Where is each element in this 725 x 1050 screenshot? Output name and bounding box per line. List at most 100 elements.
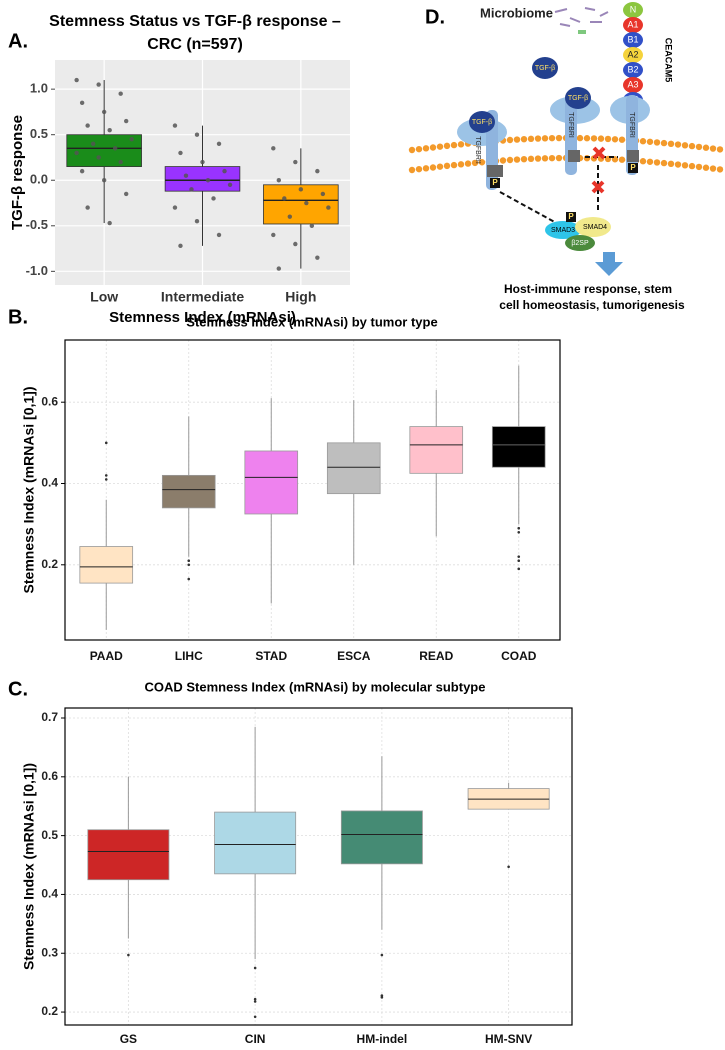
outlier <box>517 530 521 534</box>
lipid <box>457 161 465 168</box>
domain <box>623 47 643 63</box>
lipid <box>506 136 514 144</box>
box <box>79 546 134 584</box>
jitter-point <box>315 255 320 260</box>
phospho-label: P <box>568 212 574 221</box>
outlier <box>253 966 257 970</box>
lipid <box>688 142 696 150</box>
lipid <box>443 162 451 170</box>
lipid <box>667 160 675 168</box>
lipid <box>702 144 710 151</box>
y-tick-label: 0.7 <box>41 710 58 724</box>
x-tick-label: GS <box>120 1032 137 1046</box>
lipid <box>555 134 563 142</box>
outcome-arrow <box>595 252 623 276</box>
chart-title: COAD Stemness Index (mRNAsi) by molecula… <box>145 679 486 694</box>
panel-label: B. <box>8 306 28 328</box>
box <box>326 442 381 495</box>
lipid <box>422 165 430 172</box>
domain <box>623 77 643 93</box>
x-tick-label: HM-SNV <box>485 1032 532 1046</box>
outlier <box>517 555 521 558</box>
jitter-point <box>101 178 107 183</box>
jitter-point <box>194 219 200 224</box>
x-tick-label: High <box>285 289 316 305</box>
jitter-point <box>189 187 194 192</box>
lipid <box>590 135 598 142</box>
domain-label: A3 <box>627 79 638 89</box>
y-tick-label: -1.0 <box>26 263 48 278</box>
lipid <box>618 136 626 143</box>
lipid <box>716 146 724 153</box>
y-tick-label: 0.6 <box>41 394 58 408</box>
jitter-point <box>271 232 276 238</box>
jitter-point <box>222 168 227 174</box>
y-tick-label: 0.5 <box>41 828 58 842</box>
ligand-label: TGF-β <box>472 119 492 126</box>
lipid <box>443 142 451 150</box>
x-tick-label: READ <box>419 649 453 663</box>
lipid <box>695 143 703 151</box>
chart-title: Stemness Status vs TGF-β response – <box>49 13 341 30</box>
jitter-point <box>304 200 309 206</box>
outlier <box>127 953 130 957</box>
lipid <box>618 156 626 163</box>
lipid <box>534 135 542 142</box>
lipid <box>646 138 654 145</box>
jitter-point <box>298 187 304 192</box>
lipid <box>520 155 528 163</box>
blocks <box>591 146 606 194</box>
lipid <box>681 162 689 169</box>
jitter-point <box>276 266 282 271</box>
jitter-point <box>282 196 287 201</box>
domain-label: B2 <box>627 64 638 74</box>
jitter-point <box>112 146 118 151</box>
outcome-text: cell homeostasis, tumorigenesis <box>499 298 685 312</box>
lipid <box>436 163 444 170</box>
ceacam5-domains: NA1B1A2B2A3B3 <box>623 2 643 108</box>
lipid <box>534 155 542 162</box>
lipid <box>688 162 696 170</box>
y-tick-label: 0.5 <box>30 126 48 141</box>
jitter-point <box>85 123 90 128</box>
jitter-point <box>74 150 79 156</box>
smad-label: β2SP <box>571 240 589 247</box>
lipid <box>415 145 423 153</box>
box <box>340 810 423 865</box>
jitter-point <box>96 82 101 87</box>
lipid <box>660 159 668 167</box>
x-tick-label: HM-indel <box>357 1032 408 1046</box>
jitter-point <box>194 132 200 137</box>
jitter-point <box>205 178 211 183</box>
lipid <box>702 164 710 171</box>
smad4 <box>575 217 611 237</box>
jitter-point <box>96 155 101 160</box>
jitter-point <box>315 168 320 174</box>
b2sp <box>565 235 595 251</box>
panel-label: A. <box>8 30 28 52</box>
lipid <box>548 134 556 142</box>
receptor-label: TGFBRI <box>628 112 635 138</box>
lipid <box>408 146 416 154</box>
jitter-point <box>309 223 315 228</box>
jitter-point <box>178 243 183 249</box>
x-tick-label: Intermediate <box>161 289 244 305</box>
outlier <box>517 567 521 571</box>
outcome-text: Host-immune response, stem <box>504 282 672 296</box>
x-tick-label: PAAD <box>90 649 123 663</box>
x-tick-label: Low <box>90 289 118 305</box>
jitter-point <box>90 141 96 147</box>
receptor-label: TGFBRII <box>474 136 481 164</box>
phospho-label: P <box>492 178 498 187</box>
domain <box>623 32 643 48</box>
lipid <box>597 135 605 142</box>
y-axis-label: Stemness Index (mRNAsi [0,1]) <box>21 763 37 970</box>
ceacam5-label: CEACAM5 <box>664 38 674 83</box>
jitter-point <box>216 141 222 147</box>
lipid <box>639 158 647 165</box>
y-tick-label: 0.6 <box>41 769 58 783</box>
outlier <box>104 478 108 481</box>
lipid <box>541 135 549 142</box>
jitter-point <box>79 100 85 106</box>
